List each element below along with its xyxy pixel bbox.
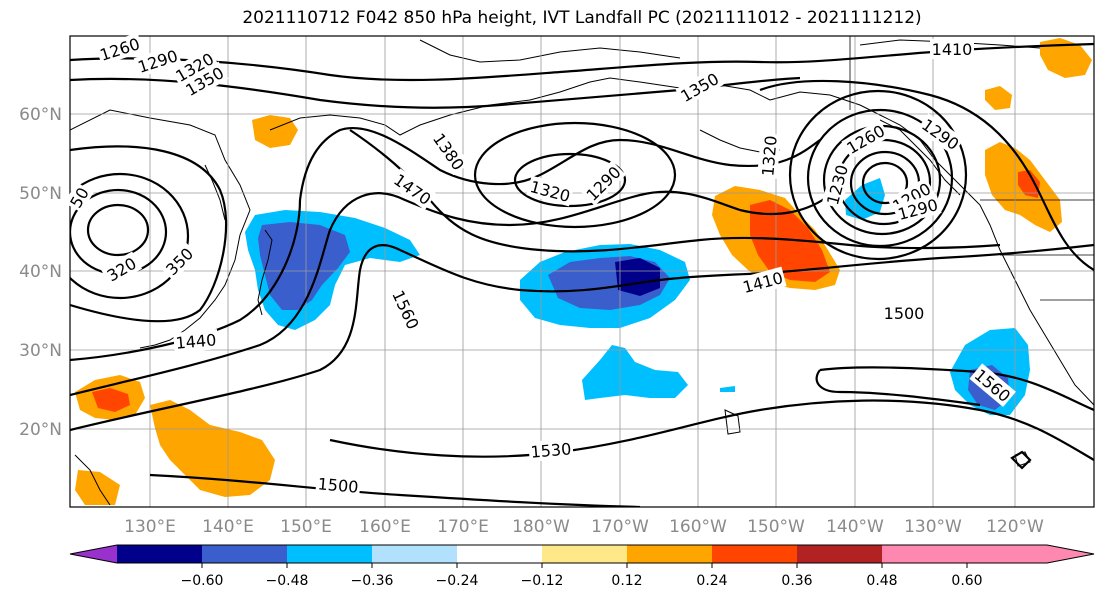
lat-label: 30°N [19, 341, 62, 361]
colorbar-segment [627, 545, 712, 563]
colorbar-segment [372, 545, 457, 563]
lon-label: 140°W [826, 517, 884, 537]
colorbar-segment [287, 545, 372, 563]
colorbar-extend-high [967, 545, 1094, 563]
lon-label: 140°E [202, 517, 254, 537]
colorbar-label: 0.48 [866, 573, 897, 589]
colorbar-extend-low [70, 545, 117, 563]
colorbar-ticks [201, 563, 968, 568]
colorbar-segment [457, 545, 542, 563]
colorbar-label: −0.24 [436, 573, 479, 589]
contour-label: 1320 [758, 135, 780, 177]
lat-label: 60°N [19, 105, 62, 125]
contour-label: 1500 [317, 474, 359, 496]
colorbar-label: 0.24 [696, 573, 727, 589]
lon-label: 160°E [359, 517, 411, 537]
contour-label: 1410 [932, 40, 973, 59]
lon-label: 170°W [591, 517, 649, 537]
colorbar-label: −0.60 [181, 573, 224, 589]
colorbar-outline [69, 544, 1095, 564]
gridlines [70, 36, 1094, 507]
map-frame [69, 35, 1095, 508]
colorbar-label: 0.60 [951, 573, 982, 589]
longitude-labels: 130°E 140°E 150°E 160°E 170°E 180°W 170°… [124, 517, 1044, 537]
lon-label: 160°W [669, 517, 727, 537]
map-title: 2021110712 F042 850 hPa height, IVT Land… [242, 8, 922, 28]
colorbar-segment [797, 545, 882, 563]
colorbar-label: 0.36 [781, 573, 812, 589]
colorbar-segment [712, 545, 797, 563]
colorbar-label: −0.48 [266, 573, 309, 589]
colorbar-segment [202, 545, 287, 563]
lon-label: 150°W [747, 517, 805, 537]
lon-label: 180°W [512, 517, 570, 537]
lon-label: 150°E [280, 517, 332, 537]
lon-label: 130°W [904, 517, 962, 537]
political-borders [849, 36, 1094, 301]
lon-label: 130°E [124, 517, 176, 537]
colorbar-segment [117, 545, 202, 563]
contour-label: 1530 [530, 439, 572, 461]
lat-label: 20°N [19, 420, 62, 440]
colorbar-segment [542, 545, 627, 563]
colorbar: −0.60 −0.48 −0.36 −0.24 −0.12 0.12 0.24 … [69, 544, 1095, 589]
lon-label: 170°E [437, 517, 489, 537]
colorbar-label: −0.12 [521, 573, 564, 589]
colorbar-segment [882, 545, 967, 563]
lon-label: 120°W [986, 517, 1044, 537]
lat-label: 50°N [19, 184, 62, 204]
latitude-labels: 60°N 50°N 40°N 30°N 20°N [19, 105, 62, 440]
contour-label: 1500 [884, 304, 925, 323]
colorbar-label: 0.12 [611, 573, 642, 589]
contour-label: 1440 [175, 330, 217, 352]
lat-label: 40°N [19, 262, 62, 282]
colorbar-label: −0.36 [351, 573, 394, 589]
